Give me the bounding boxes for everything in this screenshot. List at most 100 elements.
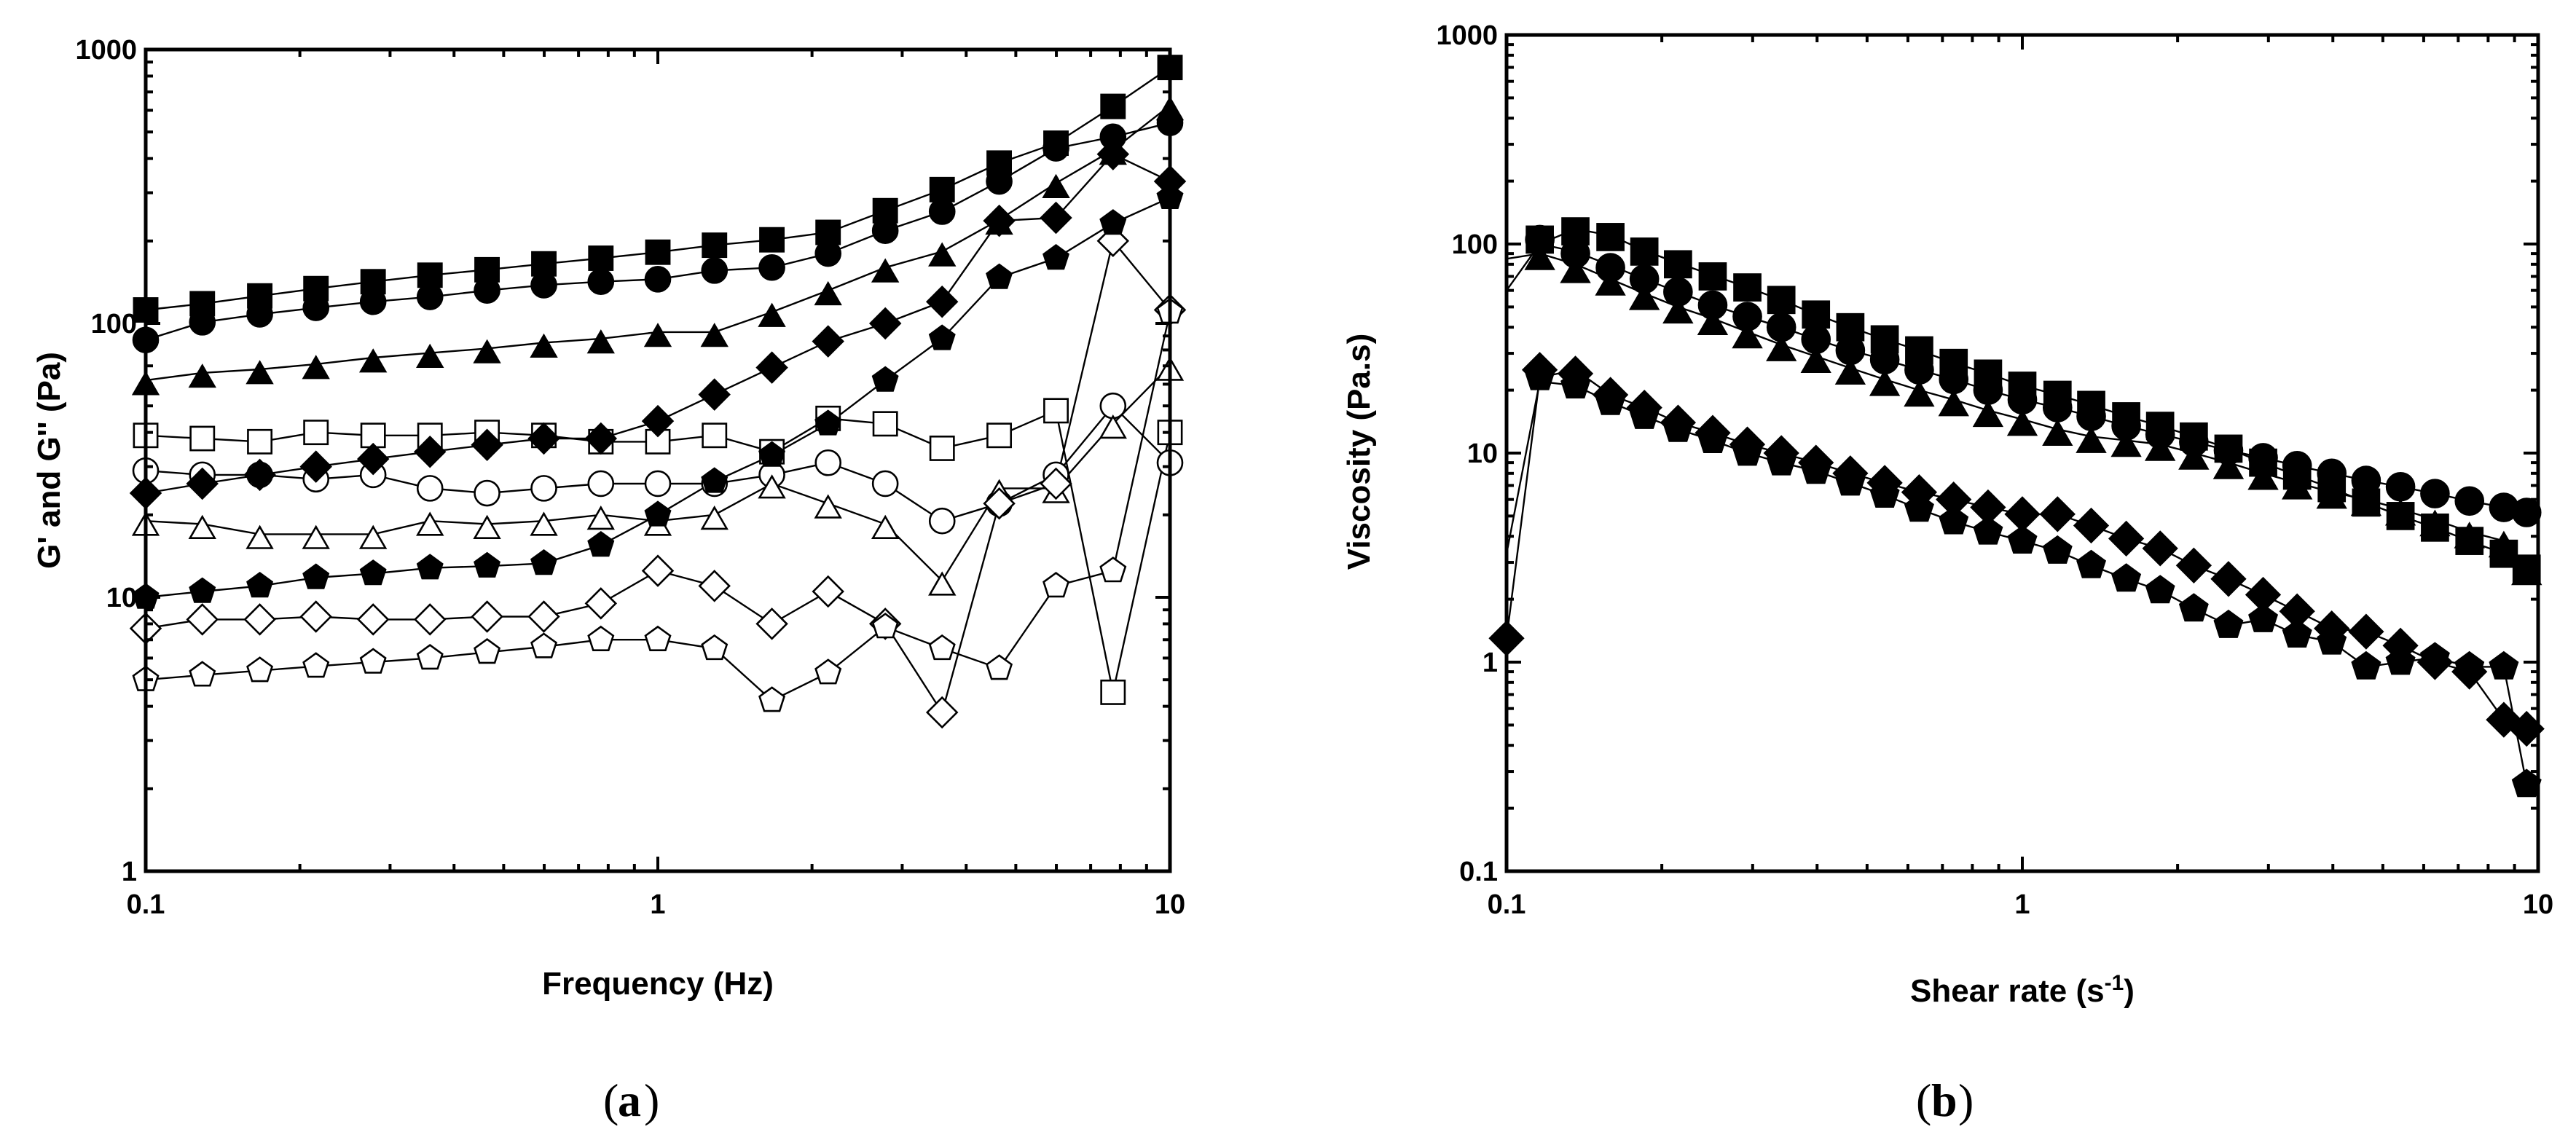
b-point-pentagon-filled (1662, 413, 1693, 442)
b-y-tick-label: 10 (1467, 439, 1498, 469)
a-point-triangle-open (1099, 414, 1127, 439)
b-point-pentagon-filled (1560, 369, 1591, 399)
a-point-circle-filled (302, 294, 330, 321)
a-x-tick-label: 0.1 (127, 889, 165, 920)
a-point-square-open (189, 425, 216, 452)
b-point-pentagon-filled (2385, 646, 2416, 675)
b-point-pentagon-filled (1904, 493, 1934, 522)
a-point-diamond-filled (243, 458, 276, 492)
a-point-square-open (1043, 398, 1069, 424)
b-point-pentagon-filled (1732, 437, 1763, 466)
a-point-pentagon-filled (871, 366, 899, 392)
a-point-diamond-filled (527, 422, 560, 455)
a-point-triangle-open (416, 511, 444, 536)
b-point-pentagon-filled (2454, 650, 2485, 680)
a-x-tick-label: 1 (650, 889, 665, 920)
a-point-triangle-filled (586, 329, 615, 354)
b-x-axis-title: Shear rate (s-1) (1910, 971, 2135, 1009)
b-point-pentagon-filled (2076, 549, 2107, 578)
a-point-square-open (1100, 679, 1126, 705)
a-point-circle-open (814, 449, 842, 476)
b-y-tick-label: 100 (1452, 229, 1498, 260)
a-point-pentagon-open (986, 654, 1013, 680)
a-point-triangle-open (814, 494, 842, 519)
a-point-circle-open (871, 470, 899, 498)
b-ticks: 0.1 1 10 100 1000 0.1 1 10 (1436, 20, 2553, 920)
a-x-axis-title: Frequency (Hz) (542, 966, 774, 1002)
b-x-tick-label: 10 (2523, 889, 2553, 920)
a-point-triangle-open (586, 505, 615, 530)
b-y-tick-label: 1000 (1436, 20, 1498, 51)
b-point-diamond-filled (2039, 496, 2076, 532)
b-point-triangle-filled (2419, 509, 2451, 537)
a-point-diamond-open (584, 587, 618, 620)
a-point-triangle-open (700, 506, 729, 530)
a-point-circle-filled (359, 288, 387, 315)
a-point-pentagon-open (416, 643, 444, 670)
b-point-triangle-filled (1560, 256, 1591, 283)
b-point-pentagon-filled (1939, 506, 1969, 535)
b-point-pentagon-filled (1869, 479, 1900, 508)
a-point-diamond-open (413, 603, 447, 636)
b-point-triangle-filled (2006, 409, 2038, 436)
a-point-circle-filled (928, 198, 956, 225)
a-point-circle-filled (1042, 135, 1069, 162)
b-point-triangle-filled (1628, 283, 1660, 310)
a-point-diamond-open (186, 603, 219, 636)
b-point-triangle-filled (2076, 426, 2107, 453)
a-point-diamond-open (641, 554, 675, 587)
b-point-pentagon-filled (1766, 447, 1796, 476)
b-point-circle-filled (1973, 375, 2003, 405)
a-point-triangle-filled (416, 343, 444, 369)
b-point-triangle-filled (1869, 369, 1901, 396)
a-point-diamond-filled (868, 307, 902, 340)
b-point-diamond-filled (2210, 561, 2247, 597)
a-point-square-filled (929, 176, 955, 203)
b-point-circle-filled (2385, 471, 2416, 502)
b-point-pentagon-filled (1973, 516, 2003, 545)
a-point-square-open (872, 411, 898, 437)
a-point-circle-open (530, 475, 557, 502)
b-point-pentagon-filled (2419, 642, 2450, 671)
b-panel-label-close-paren: ) (1958, 1074, 1974, 1126)
a-point-triangle-open (530, 511, 558, 536)
a-point-triangle-filled (246, 360, 274, 385)
a-point-pentagon-open (928, 634, 956, 661)
b-point-triangle-filled (2247, 463, 2279, 490)
b-point-pentagon-filled (1835, 467, 1866, 496)
b-point-triangle-filled (2384, 498, 2416, 526)
a-point-pentagon-open (189, 661, 216, 687)
a-point-diamond-filled (812, 325, 844, 358)
b-plot-frame (1504, 33, 2540, 873)
a-point-square-open (929, 435, 955, 461)
a-point-diamond-filled (925, 285, 959, 318)
b-point-triangle-filled (2454, 522, 2485, 549)
a-point-triangle-open (246, 524, 274, 549)
b-x-tick-label: 0.1 (1488, 889, 1526, 920)
a-point-square-filled (588, 245, 614, 271)
a-point-square-filled (417, 262, 443, 288)
b-point-triangle-filled (1938, 389, 1969, 417)
b-point-triangle-filled (2488, 530, 2520, 558)
b-x-tick-label: 1 (2014, 889, 2030, 920)
a-point-diamond-filled (1040, 201, 1072, 235)
a-point-diamond-filled (186, 467, 219, 500)
a-point-pentagon-filled (758, 441, 786, 467)
b-point-circle-filled (2420, 479, 2450, 508)
a-point-triangle-filled (302, 355, 330, 380)
b-y-tick-label: 1 (1483, 648, 1498, 678)
a-point-triangle-filled (928, 242, 957, 267)
b-point-pentagon-filled (1595, 386, 1626, 415)
a-point-triangle-filled (530, 333, 558, 358)
a-point-circle-open (474, 479, 500, 507)
b-panel-label-open-paren: ( (1916, 1074, 1931, 1126)
a-point-pentagon-open (1042, 571, 1070, 598)
a-point-pentagon-filled (302, 563, 330, 589)
b-point-pentagon-filled (2042, 535, 2073, 564)
a-point-diamond-filled (755, 351, 788, 384)
a-point-diamond-open (356, 603, 390, 636)
b-point-triangle-filled (1766, 334, 1797, 361)
a-point-diamond-open (243, 603, 276, 636)
b-point-pentagon-filled (2317, 626, 2347, 655)
a-point-square-filled (702, 232, 728, 259)
